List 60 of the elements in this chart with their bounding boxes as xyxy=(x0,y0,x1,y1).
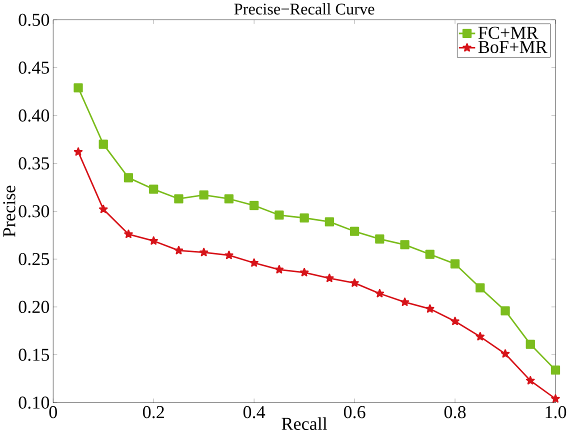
point xyxy=(300,213,309,222)
y-tick-label: 0.40 xyxy=(18,109,50,122)
point xyxy=(500,349,510,358)
point xyxy=(98,204,108,214)
y-tick-label: 0.25 xyxy=(18,252,50,266)
point xyxy=(400,240,410,250)
point xyxy=(300,268,309,276)
x-tick-label: 0.2 xyxy=(142,406,164,418)
y-axis-title: Precise xyxy=(3,186,16,237)
point xyxy=(250,200,259,210)
point xyxy=(199,248,208,256)
point xyxy=(250,258,258,267)
point xyxy=(274,210,284,220)
point xyxy=(500,306,510,316)
y-tick-label: 0.50 xyxy=(18,14,50,26)
y-tick-label: 0.20 xyxy=(18,300,50,314)
point xyxy=(476,283,485,292)
point xyxy=(551,394,560,403)
y-tick-label: 0.35 xyxy=(18,157,50,170)
point xyxy=(350,278,359,287)
point xyxy=(124,173,134,182)
point xyxy=(550,365,560,375)
point xyxy=(425,250,434,259)
y-tick-label: 0.45 xyxy=(18,61,50,74)
point xyxy=(476,332,485,340)
point xyxy=(74,147,83,156)
x-tick-label: 0 xyxy=(49,406,57,418)
point xyxy=(450,316,460,326)
point xyxy=(375,234,384,244)
point xyxy=(98,140,108,149)
point xyxy=(124,230,133,238)
point xyxy=(450,259,460,268)
point xyxy=(224,194,234,204)
legend-label: BoF+MR xyxy=(478,41,548,54)
point xyxy=(174,194,184,204)
point xyxy=(149,236,158,245)
point xyxy=(149,184,158,194)
point xyxy=(274,264,284,274)
point xyxy=(74,83,83,92)
y-tick-label: 0.15 xyxy=(18,348,50,361)
legend-label: FC+MR xyxy=(478,26,538,39)
point xyxy=(199,190,208,200)
x-tick-label: 0.6 xyxy=(344,406,366,418)
point xyxy=(325,274,334,282)
point xyxy=(324,217,334,226)
x-tick-label: 1.0 xyxy=(546,406,566,418)
x-axis-title: Recall xyxy=(282,417,328,430)
point xyxy=(526,376,535,384)
point xyxy=(375,288,384,298)
point xyxy=(400,298,410,306)
point xyxy=(174,246,184,254)
point xyxy=(224,250,234,260)
y-tick-label: 0.30 xyxy=(18,205,50,218)
x-tick-label: 0.4 xyxy=(243,406,266,418)
y-tick-label: 0.10 xyxy=(18,396,50,409)
point xyxy=(426,304,434,313)
point xyxy=(350,226,360,236)
chart-title: Precise−Recall Curve xyxy=(234,3,374,15)
x-tick-label: 0.8 xyxy=(444,406,466,418)
point xyxy=(526,340,535,349)
